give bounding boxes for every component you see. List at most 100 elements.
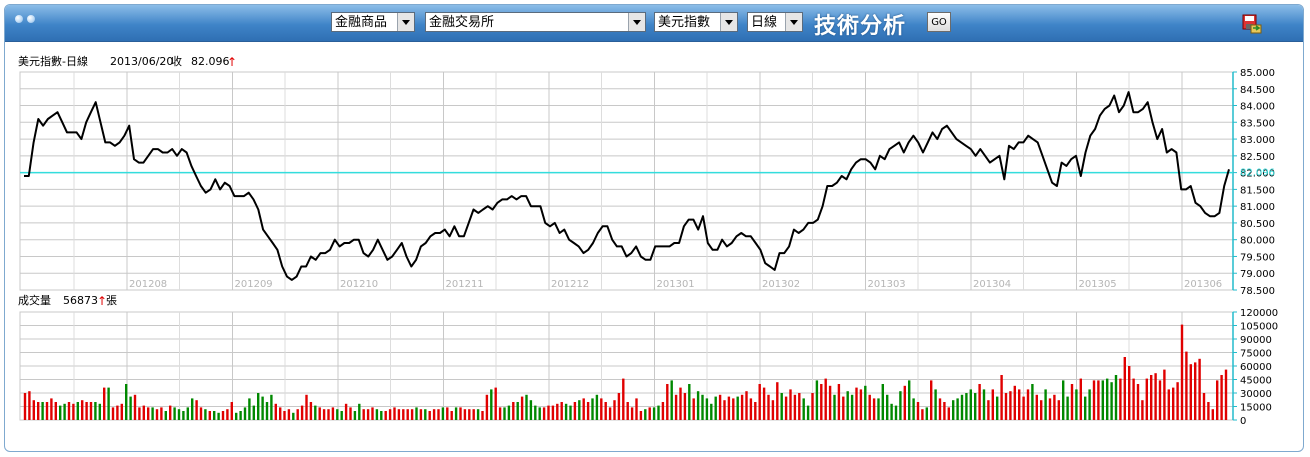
volume-bar	[899, 391, 902, 420]
volume-bar	[820, 384, 823, 420]
volume-bar	[358, 403, 361, 420]
volume-bar	[828, 385, 832, 420]
volume-bar	[459, 407, 462, 420]
volume-bar	[133, 394, 137, 420]
index-select[interactable]: 美元指數	[654, 12, 738, 32]
volume-bar	[696, 391, 700, 420]
volume-bar	[292, 412, 295, 420]
price-y-tick-label: 84.500	[1240, 85, 1275, 96]
volume-bar	[472, 409, 475, 420]
volume-bar	[279, 407, 282, 420]
volume-bar	[169, 405, 172, 420]
volume-bar	[1075, 389, 1078, 420]
volume-bar	[221, 411, 225, 420]
volume-bar	[1145, 378, 1148, 420]
volume-bar	[103, 387, 106, 420]
volume-bar	[155, 409, 159, 420]
volume-bar	[213, 411, 216, 420]
volume-bar	[1220, 375, 1223, 420]
volume-bar	[287, 409, 291, 420]
volume-bar	[481, 411, 484, 420]
volume-header-label: 成交量	[18, 293, 51, 307]
volume-bar	[626, 402, 629, 420]
volume-bar	[666, 384, 669, 420]
volume-bar	[613, 400, 616, 420]
volume-bar	[1031, 384, 1034, 420]
price-x-tick-label: 201306	[1184, 279, 1222, 290]
volume-y-tick-label: 15000	[1240, 403, 1272, 414]
volume-bar	[41, 402, 44, 420]
volume-bar	[674, 394, 678, 420]
volume-bar	[749, 398, 753, 420]
volume-bar	[384, 411, 387, 420]
price-header-date: 2013/06/20	[110, 55, 173, 68]
exchange-select[interactable]: 金融交易所	[425, 12, 646, 32]
volume-bar	[1128, 366, 1131, 420]
period-select[interactable]: 日線	[747, 12, 803, 32]
volume-bar	[1084, 396, 1087, 420]
index-select-value: 美元指數	[658, 15, 711, 30]
volume-bar	[67, 402, 71, 420]
volume-bar	[322, 409, 326, 420]
volume-bar	[916, 402, 920, 420]
volume-y-tick-label: 90000	[1240, 335, 1272, 346]
volume-y-tick-label: 60000	[1240, 362, 1272, 373]
price-x-tick-label: 201302	[762, 279, 800, 290]
volume-bar	[85, 402, 88, 420]
price-x-tick-label: 201301	[657, 279, 695, 290]
price-y-tick-label: 80.500	[1240, 219, 1275, 230]
volume-bar	[265, 402, 269, 420]
volume-bar	[116, 405, 119, 420]
volume-bar	[23, 393, 27, 420]
volume-bar	[692, 398, 695, 420]
volume-panel: 120000 105000 90000 75000 60000 45000 30000 150…	[19, 308, 1278, 427]
volume-bar	[1048, 398, 1052, 420]
volume-bar	[846, 391, 849, 420]
save-export-icon[interactable]	[1241, 13, 1263, 35]
volume-bar	[657, 405, 660, 420]
volume-bar	[595, 394, 599, 420]
volume-bar	[125, 384, 128, 420]
volume-bar	[1044, 389, 1047, 420]
volume-y-tick-label: 0	[1240, 416, 1246, 427]
volume-bar	[173, 407, 176, 420]
volume-bar	[652, 407, 656, 420]
price-y-tick-label: 79.500	[1240, 252, 1275, 263]
volume-bar	[912, 398, 915, 420]
volume-bar	[1040, 400, 1043, 420]
volume-bar	[1062, 380, 1065, 420]
volume-bar	[1211, 409, 1214, 420]
volume-bar	[644, 409, 647, 420]
volume-bar	[868, 394, 871, 420]
volume-bar	[37, 402, 40, 420]
volume-bar	[855, 387, 858, 420]
volume-bar	[793, 394, 797, 420]
volume-bar	[617, 393, 621, 420]
volume-bar	[688, 384, 691, 420]
volume-bar	[419, 409, 423, 420]
volume-bar	[635, 398, 638, 420]
volume-bar	[512, 402, 515, 420]
product-select[interactable]: 金融商品	[331, 12, 415, 32]
go-button[interactable]: GO	[927, 12, 951, 32]
volume-bar	[1216, 380, 1219, 420]
volume-bar	[1132, 378, 1135, 420]
price-panel: 85.000 84.500 84.000 83.500 83.000 82.500 82.0…	[19, 68, 1275, 297]
volume-bar	[468, 409, 471, 420]
volume-bar	[877, 398, 880, 420]
volume-bar	[1114, 375, 1118, 420]
volume-bar	[978, 384, 981, 420]
price-y-tick-label: 81.500	[1240, 185, 1275, 196]
volume-bar	[28, 391, 31, 420]
volume-bar	[881, 384, 884, 420]
volume-bar	[503, 407, 506, 420]
volume-bar	[142, 405, 145, 420]
volume-bar	[160, 407, 163, 420]
volume-bar	[270, 394, 273, 420]
volume-bar	[1088, 389, 1091, 420]
volume-bar	[859, 389, 863, 420]
volume-bar	[1097, 380, 1100, 420]
volume-bar	[542, 407, 546, 420]
volume-bar	[529, 400, 533, 420]
volume-bar	[1141, 400, 1144, 420]
